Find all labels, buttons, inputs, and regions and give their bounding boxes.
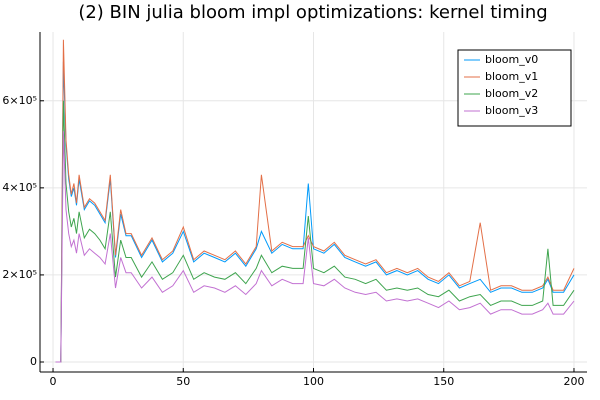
x-tick-label: 200 (563, 375, 584, 388)
legend-box (457, 49, 572, 127)
legend-label: bloom_v3 (485, 104, 538, 117)
y-tick-label: 0 (30, 355, 37, 368)
y-tick-label: 2×10⁵ (2, 268, 37, 281)
x-tick-label: 50 (176, 375, 190, 388)
legend-label: bloom_v2 (485, 87, 538, 100)
x-tick-label: 100 (303, 375, 324, 388)
series-line (55, 131, 575, 363)
series-line (55, 61, 575, 363)
y-tick-label: 6×10⁵ (2, 94, 37, 107)
series-line (55, 39, 575, 363)
legend-label: bloom_v1 (485, 70, 538, 83)
chart-title: (2) BIN julia bloom impl optimizations: … (78, 2, 547, 23)
x-tick-label: 0 (50, 375, 57, 388)
series-line (55, 100, 575, 363)
x-tick-label: 150 (433, 375, 454, 388)
legend-label: bloom_v0 (485, 53, 538, 66)
y-tick-label: 4×10⁵ (2, 181, 37, 194)
